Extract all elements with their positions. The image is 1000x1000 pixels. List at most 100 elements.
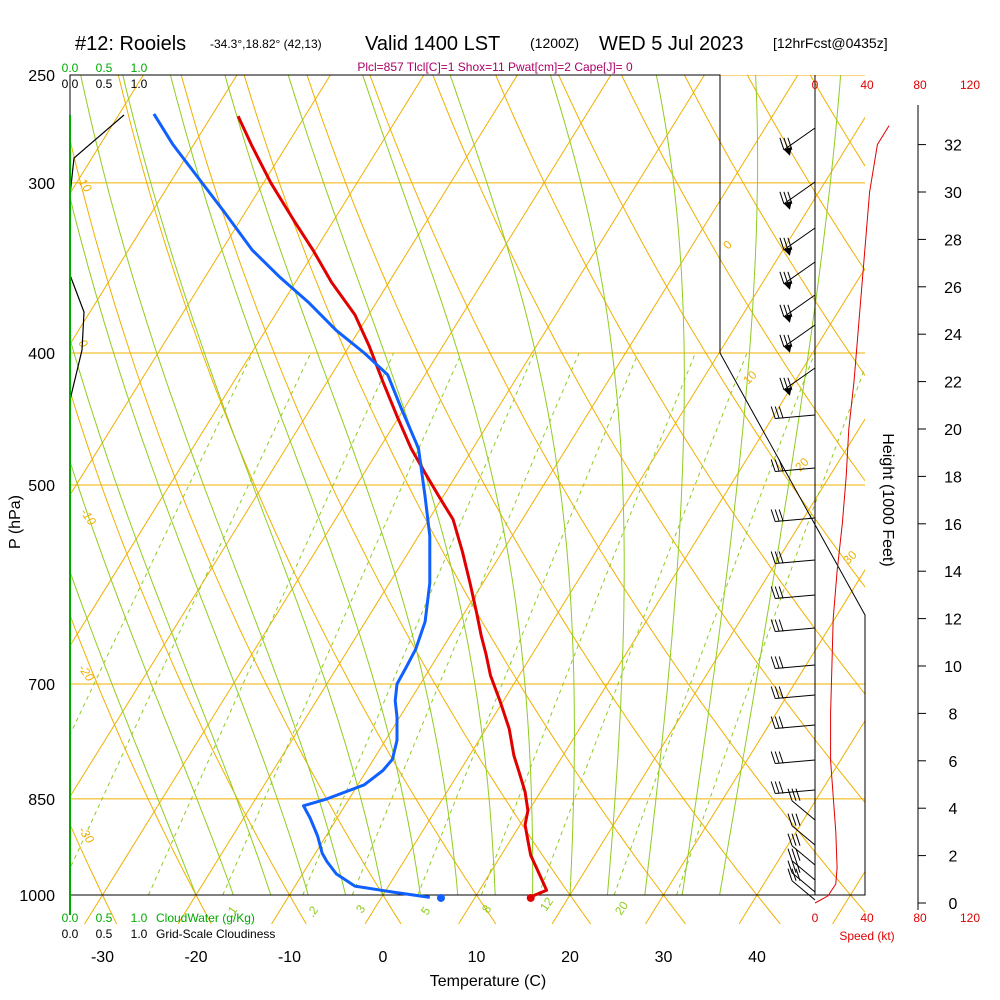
wind-barb-staff (791, 800, 816, 821)
speed-tick-label-bottom: 120 (960, 911, 980, 925)
moist-adiabat-label: 30 (840, 548, 860, 568)
wind-barb-tick (774, 459, 780, 472)
height-tick-label: 4 (949, 801, 958, 818)
thermo-grid (0, 51, 865, 925)
height-tick-label: 2 (949, 849, 958, 866)
mixing-ratio-label: 3 (353, 902, 368, 916)
wind-barb-staff (775, 594, 816, 599)
moist-adiabat-line (681, 75, 759, 896)
x-tick-label: 0 (379, 949, 388, 966)
wind-barb (770, 406, 816, 419)
height-tick-label: 14 (944, 564, 962, 581)
isotherm-line (70, 75, 238, 346)
wind-barb (770, 716, 816, 729)
cloudiness-tick-bottom: 1.0 (131, 927, 148, 941)
wind-barb (770, 781, 816, 794)
wind-barb-tick (787, 833, 793, 846)
wind-barb-tick (770, 716, 776, 729)
station-coords: -34.3°,18.82° (42,13) (210, 37, 322, 51)
wind-barb-tick (778, 406, 784, 419)
moist-adiabat-line (70, 195, 309, 896)
wind-barb-tick (770, 656, 776, 669)
wind-barb-staff (783, 127, 816, 151)
x-tick-label: -30 (91, 949, 114, 966)
mixing-ratio-label: 8 (479, 902, 494, 916)
wind-barb-flag (783, 146, 792, 156)
wind-barb-tick (783, 271, 789, 284)
wind-barb-staff (775, 789, 816, 794)
isotherm-line (738, 719, 865, 925)
isotherm-line (70, 75, 425, 647)
wind-barb-tick (787, 137, 793, 150)
wind-barb-tick (791, 788, 797, 801)
wind-barb-tick (795, 833, 801, 846)
moist-adiabat-label: 10 (740, 368, 760, 388)
wind-barb (770, 509, 816, 522)
height-tick-label: 32 (944, 138, 962, 155)
wind-barb-tick (774, 716, 780, 729)
wind-barb (770, 751, 816, 764)
x-axis: -30 -20 -10 0 10 20 30 40 (91, 949, 766, 966)
wind-barb (787, 848, 816, 881)
wind-barb (787, 868, 816, 901)
wind-barb-tick (787, 813, 793, 826)
height-tick-label: 30 (944, 185, 962, 202)
height-tick-label: 18 (944, 469, 962, 486)
wind-barb (779, 261, 816, 290)
mixing-ratio-line (148, 352, 395, 896)
dry-adiabat-line (0, 51, 22, 924)
x-tick-label: 10 (468, 949, 486, 966)
x-tick-label: 30 (655, 949, 673, 966)
wind-barb-tick (778, 716, 784, 729)
pressure-axis: 250 300 400 500 700 850 1000 (19, 68, 55, 905)
wind-barb-staff (783, 294, 816, 318)
wind-barb-flag (783, 200, 792, 210)
height-tick-label: 10 (944, 659, 962, 676)
wind-barb-flag (783, 280, 792, 290)
wind-barb-tick (795, 813, 801, 826)
dry-adiabat-line (495, 75, 865, 695)
dry-adiabat-line (70, 137, 402, 925)
wind-barb (779, 227, 816, 256)
wind-barb (787, 813, 816, 846)
wind-barb-tick (787, 848, 793, 861)
wind-barb-tick (783, 191, 789, 204)
wind-barb-tick (791, 848, 797, 861)
x-tick-label: 40 (748, 949, 766, 966)
wind-barb-tick (778, 586, 784, 599)
moist-adiabat-line (122, 75, 384, 896)
wind-barb-tick (787, 191, 793, 204)
moist-adiabat-line (169, 75, 421, 896)
wind-barb-staff (775, 627, 816, 632)
moist-adiabat-line (70, 570, 197, 896)
wind-barb-tick (770, 781, 776, 794)
wind-barb (770, 459, 816, 472)
moist-adiabat-line (287, 75, 496, 896)
cloudiness-profile (69, 114, 125, 915)
speed-axis-title: Speed (kt) (839, 929, 894, 943)
wind-barb-tick (779, 191, 785, 204)
wind-barb-tick (774, 686, 780, 699)
wind-barb-tick (778, 656, 784, 669)
sounding-parameters: Plcl=857 Tlcl[C]=1 Shox=11 Pwat[cm]=2 Ca… (357, 60, 633, 74)
station-title: #12: Rooiels (75, 33, 186, 55)
wind-barb-tick (779, 137, 785, 150)
isotherm-line (84, 75, 612, 925)
wind-barb-tick (779, 334, 785, 347)
isotherm-line (645, 569, 865, 925)
wind-barb-tick (795, 788, 801, 801)
wind-barb-tick (787, 860, 793, 873)
wind-barb-tick (774, 656, 780, 669)
wind-barb (787, 788, 816, 821)
wind-barb-tick (778, 686, 784, 699)
mixing-ratio-line (417, 352, 639, 896)
height-tick-label: 22 (944, 375, 962, 392)
wind-barb-tick (778, 509, 784, 522)
wind-barb-tick (787, 334, 793, 347)
wind-barb-tick (787, 304, 793, 317)
wind-barb-staff (783, 181, 816, 205)
wind-barb-tick (795, 860, 801, 873)
wind-barb-tick (778, 459, 784, 472)
